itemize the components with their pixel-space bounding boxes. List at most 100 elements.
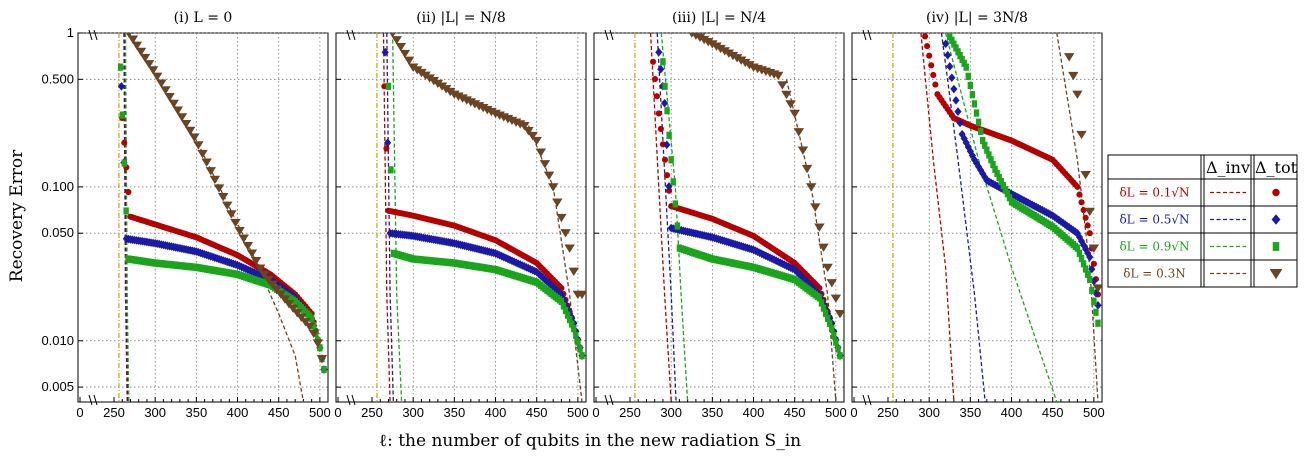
data-point-triangle: [539, 160, 551, 169]
data-point-triangle: [556, 213, 567, 223]
x-tick-label: 500: [567, 405, 589, 420]
data-point-square: [1006, 194, 1013, 202]
data-point-diamond: [533, 267, 541, 277]
data-point-square: [953, 44, 959, 52]
x-tick-label: 350: [960, 405, 982, 420]
data-point-square: [818, 299, 825, 307]
data-point-circle: [655, 110, 662, 117]
data-point-square: [816, 294, 823, 302]
data-point-triangle: [164, 92, 175, 102]
data-point-triangle: [797, 146, 809, 155]
data-point-triangle: [152, 72, 163, 82]
data-point-square: [965, 72, 971, 80]
data-point-triangle: [818, 243, 829, 252]
data-point-square: [571, 324, 577, 333]
data-point-square: [666, 131, 672, 139]
data-point-circle: [1078, 199, 1085, 206]
data-point-triangle: [287, 304, 299, 313]
data-point-square: [562, 306, 569, 315]
axis-break-icon: [346, 29, 356, 41]
data-point-triangle: [316, 355, 328, 364]
data-point-diamond: [655, 47, 663, 57]
data-point-triangle: [304, 322, 315, 332]
inv-curve: [1056, 33, 1099, 402]
inv-curve: [386, 33, 395, 402]
data-point-triangle: [389, 33, 396, 38]
data-point-diamond: [657, 64, 665, 74]
data-point-triangle: [523, 126, 534, 136]
x-tick-label: 250: [619, 405, 641, 420]
plot-frame: [593, 32, 845, 403]
data-point-diamond: [117, 82, 126, 91]
data-point-diamond: [970, 155, 979, 165]
legend-header: Δ_inv: [1206, 158, 1250, 177]
x-tick-label: 350: [186, 405, 208, 420]
data-point-triangle: [543, 171, 555, 180]
data-point-triangle: [135, 47, 147, 57]
data-point-triangle: [292, 309, 303, 318]
data-point-square: [664, 107, 670, 115]
data-point-square: [566, 315, 573, 324]
axis-break-icon: [862, 29, 872, 41]
data-point-triangle: [308, 329, 319, 339]
data-point-square: [385, 82, 392, 90]
data-point-diamond: [541, 275, 549, 284]
data-point-triangle: [156, 79, 167, 88]
data-point-triangle: [715, 44, 726, 54]
data-point-circle: [653, 93, 660, 100]
x-tick-label: 400: [485, 405, 507, 420]
panel-1: 0 250 300 350 400 450 500 1 0.500 0.100 0.050 0.010…: [41, 10, 330, 420]
y-tick-label: 0.100: [41, 179, 74, 194]
data-point-diamond: [950, 84, 958, 94]
data-point-square: [947, 33, 953, 41]
data-point-circle: [651, 75, 659, 83]
data-point-triangle: [834, 310, 844, 319]
data-point-triangle: [271, 285, 282, 294]
data-point-triangle: [193, 141, 204, 150]
data-point-square: [977, 127, 984, 135]
data-point-triangle: [283, 300, 295, 309]
data-point-square: [973, 109, 980, 117]
data-point-triangle: [1088, 244, 1100, 253]
x-tick-label: 450: [268, 405, 290, 420]
data-point-triangle: [564, 244, 575, 253]
data-point-square: [949, 36, 955, 44]
plot-area: [892, 33, 1102, 402]
x-tick-label: 300: [144, 405, 166, 420]
data-point-triangle: [125, 33, 132, 38]
data-point-triangle: [707, 40, 718, 49]
x-tick-label: 450: [1042, 405, 1064, 420]
data-point-square: [969, 91, 976, 99]
data-point-square: [388, 166, 394, 174]
data-point-triangle: [391, 36, 402, 45]
data-point-square: [971, 100, 978, 108]
legend-label: δL = 0.5√N: [1119, 213, 1189, 227]
data-point-square: [672, 200, 678, 208]
x-tick-label: 500: [825, 405, 847, 420]
legend-label: δL = 0.1√N: [1119, 186, 1189, 200]
data-point-triangle: [180, 120, 192, 129]
data-point-square: [670, 178, 676, 186]
data-point-circle: [661, 156, 669, 163]
data-point-diamond: [660, 98, 669, 108]
data-point-square: [1000, 181, 1006, 190]
data-point-triangle: [826, 279, 837, 288]
data-point-triangle: [1068, 71, 1079, 81]
data-point-triangle: [403, 56, 415, 66]
data-point-square: [955, 48, 961, 56]
data-point-triangle: [246, 249, 258, 258]
data-point-triangle: [568, 267, 579, 276]
data-point-triangle: [238, 234, 249, 243]
data-point-triangle: [822, 263, 833, 273]
data-point-square: [1002, 186, 1009, 194]
data-point-triangle: [139, 53, 151, 63]
x-tick-label: 300: [918, 405, 940, 420]
x-tick-label: 500: [309, 405, 331, 420]
data-point-triangle: [222, 201, 233, 210]
y-tick-label: 0.005: [41, 379, 74, 394]
data-point-diamond: [942, 39, 950, 49]
data-point-square: [975, 118, 982, 126]
data-point-circle: [928, 62, 935, 69]
data-point-triangle: [197, 149, 208, 159]
panel-2: 0 250 300 350 400 450 500 (ii) |L| = N/8: [334, 10, 588, 420]
